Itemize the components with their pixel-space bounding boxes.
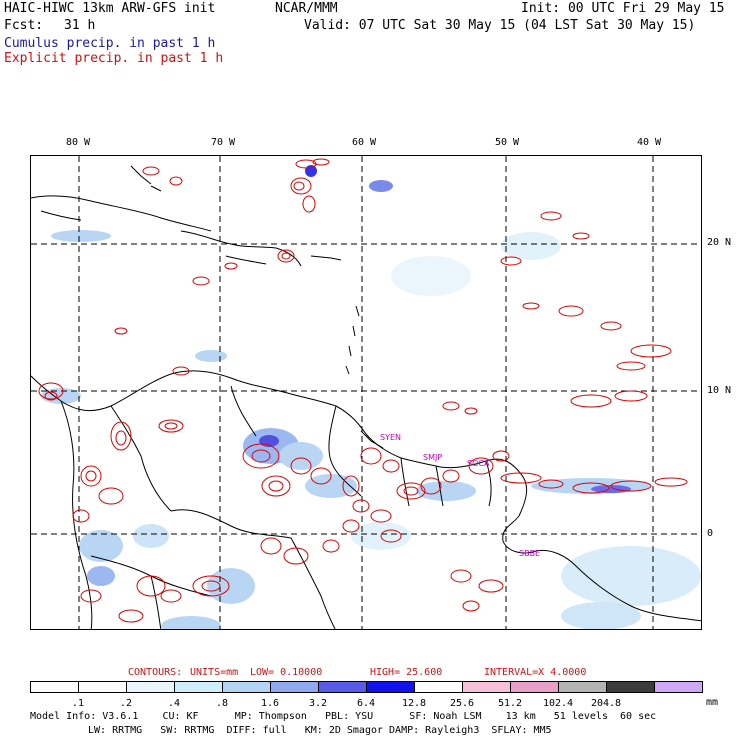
colorbar-label: .2: [119, 698, 133, 709]
colorbar-swatch: [318, 681, 367, 693]
colorbar-label: 12.8: [401, 698, 427, 709]
colorbar-swatch: [414, 681, 463, 693]
station-sbbe: SBBE: [519, 549, 541, 558]
init-time: Init: 00 UTC Fri 29 May 15: [521, 1, 725, 16]
colorbar-label: 6.4: [356, 698, 376, 709]
colorbar-label: .4: [167, 698, 181, 709]
contours-high: HIGH= 25.600: [370, 667, 443, 678]
contours-interval: INTERVAL=X 4.0000: [484, 667, 587, 678]
colorbar-label: 3.2: [308, 698, 328, 709]
contours-units: UNITS=mm: [190, 667, 239, 678]
lon-label-50w: 50 W: [495, 137, 520, 148]
lon-label-40w: 40 W: [637, 137, 662, 148]
colorbar-swatch: [606, 681, 655, 693]
colorbar-label: .1: [71, 698, 85, 709]
colorbar-unit: mm: [706, 697, 719, 708]
lon-label-60w: 60 W: [352, 137, 377, 148]
lon-label-80w: 80 W: [66, 137, 91, 148]
station-syen: SYEN: [380, 433, 402, 442]
station-soca: SOCA: [467, 459, 490, 468]
lat-label-20n: 20 N: [707, 237, 732, 248]
colorbar-swatch: [510, 681, 559, 693]
colorbar-swatch: [222, 681, 271, 693]
cumulus-legend: Cumulus precip. in past 1 h: [4, 36, 216, 51]
explicit-legend: Explicit precip. in past 1 h: [4, 51, 224, 66]
map-title: HAIC-HIWC 13km ARW-GFS init: [4, 1, 216, 16]
colorbar-swatch: [174, 681, 223, 693]
contours-label: CONTOURS:: [128, 667, 183, 678]
contours-low: LOW= 0.10000: [250, 667, 323, 678]
colorbar-swatch: [366, 681, 415, 693]
lat-label-10n: 10 N: [707, 385, 732, 396]
colorbar-label: 1.6: [260, 698, 280, 709]
precip-map: SYEN SMJP SOCA SBBE: [30, 155, 702, 630]
colorbar-swatch: [270, 681, 319, 693]
valid-time: Valid: 07 UTC Sat 30 May 15 (04 LST Sat …: [304, 18, 696, 33]
colorbar-label: 102.4: [542, 698, 574, 709]
colorbar-swatch: [78, 681, 127, 693]
lon-label-70w: 70 W: [211, 137, 236, 148]
colorbar-swatch: [558, 681, 607, 693]
colorbar-swatch: [654, 681, 703, 693]
colorbar-label: 25.6: [449, 698, 475, 709]
physics-info: LW: RRTMG SW: RRTMG DIFF: full KM: 2D Sm…: [88, 725, 552, 736]
cumulus-precip-areas: [41, 165, 701, 629]
center-label: NCAR/MMM: [275, 1, 338, 16]
colorbar-label: 51.2: [497, 698, 523, 709]
map-canvas: [31, 156, 701, 629]
forecast-label: Fcst:: [4, 18, 44, 33]
lat-label-0: 0: [707, 528, 714, 539]
colorbar-swatch: [30, 681, 79, 693]
colorbar-swatch: [126, 681, 175, 693]
model-info: Model Info: V3.6.1 CU: KF MP: Thompson P…: [30, 711, 657, 722]
colorbar-label: 204.8: [590, 698, 622, 709]
explicit-precip-contours: [38, 158, 688, 623]
colorbar-swatch: [462, 681, 511, 693]
coastlines: [31, 165, 701, 629]
forecast-hours: 31 h: [64, 18, 96, 33]
station-smjp: SMJP: [423, 453, 443, 462]
colorbar-label: .8: [215, 698, 229, 709]
